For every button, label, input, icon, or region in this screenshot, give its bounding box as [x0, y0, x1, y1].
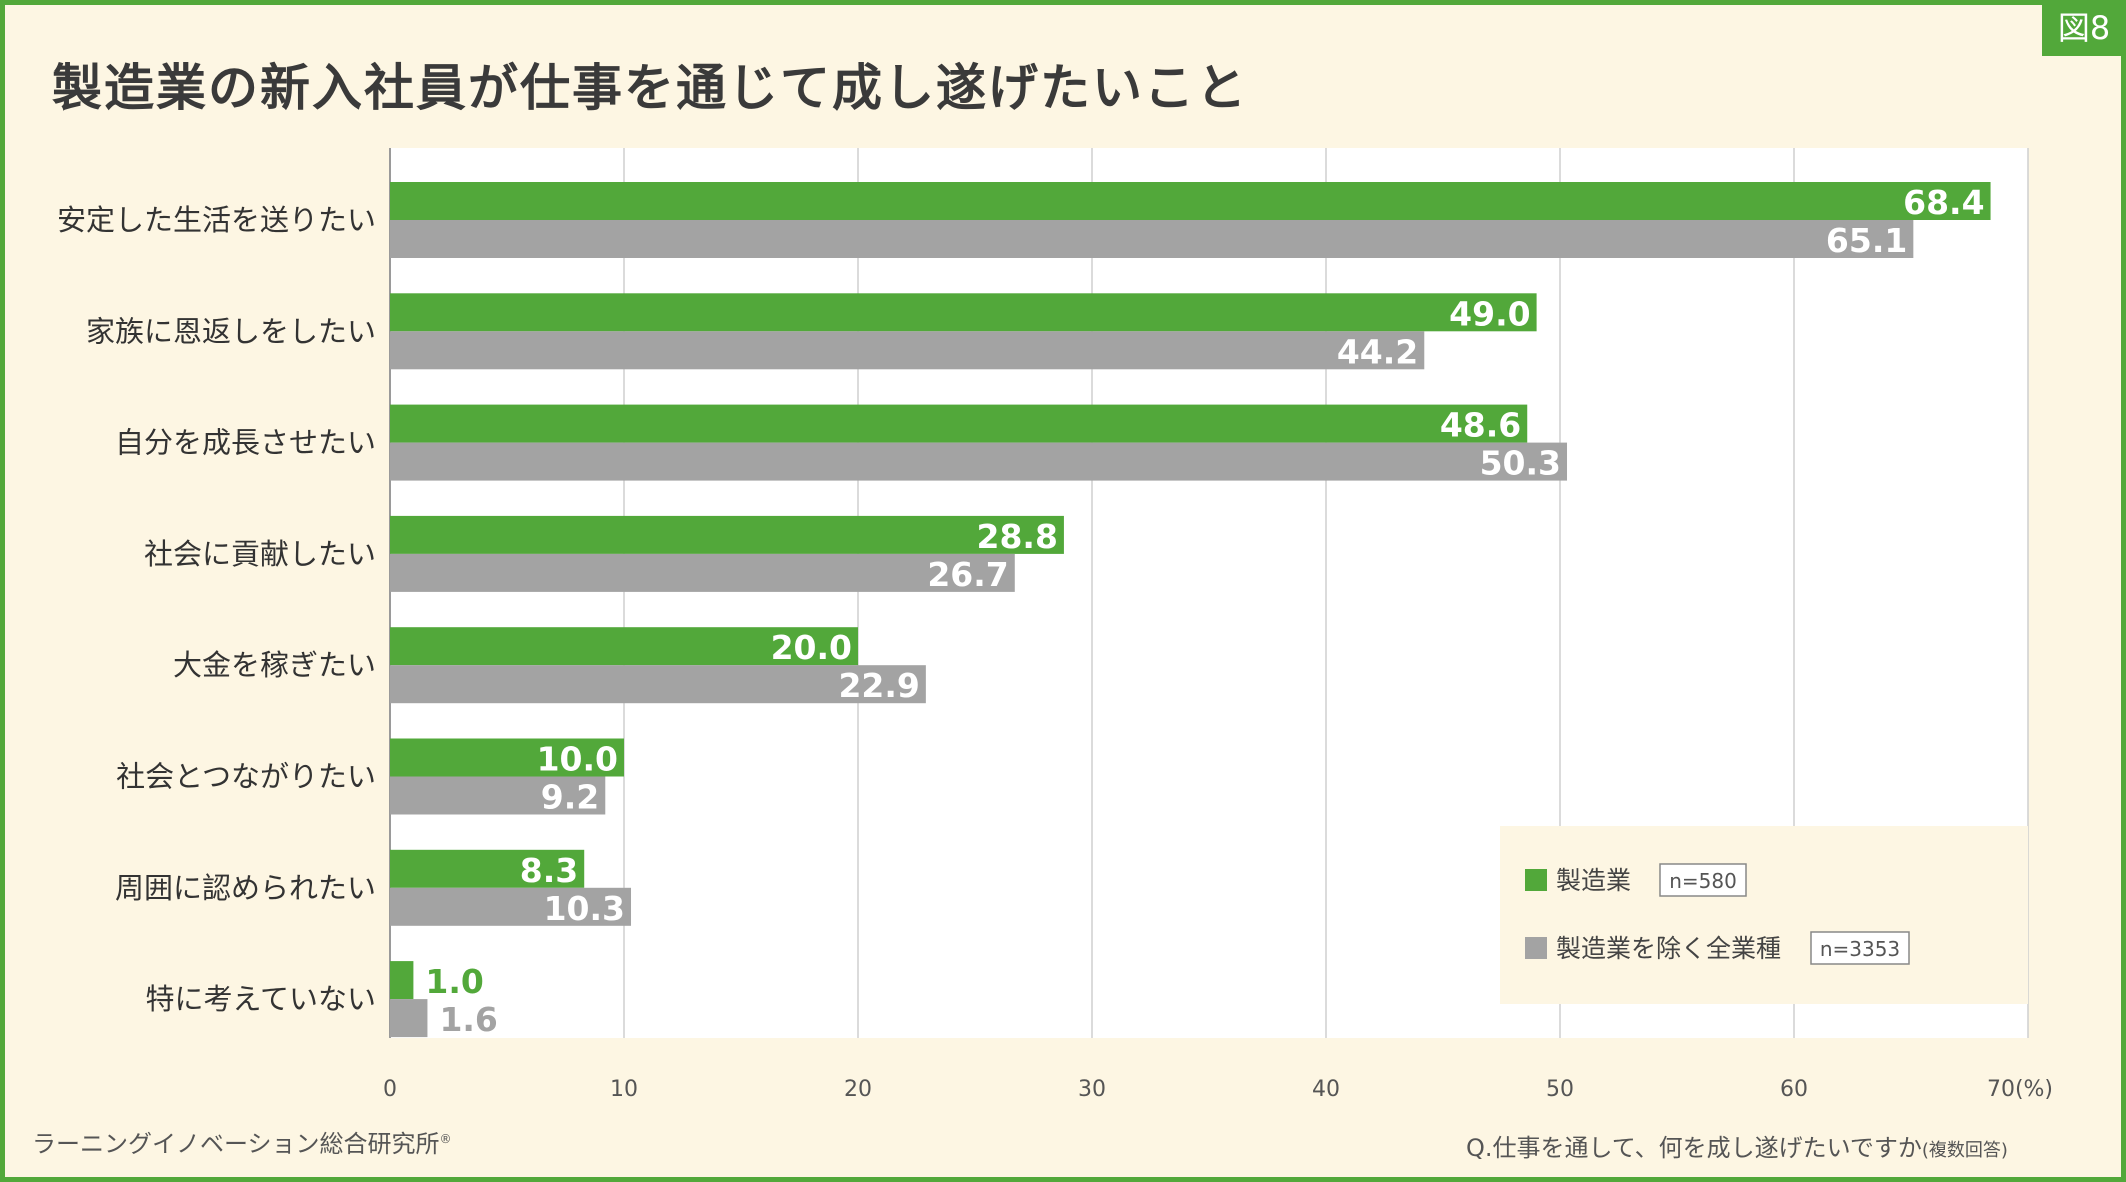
bar-manufacturing [390, 849, 585, 888]
figure-label: 図8 [2042, 0, 2126, 56]
bar-all-industries [390, 553, 1015, 592]
category-label: 社会に貢献したい [144, 537, 376, 571]
category-label: 家族に恩返しをしたい [86, 314, 376, 348]
category-label: 特に考えていない [145, 982, 376, 1016]
bar-manufacturing [390, 627, 858, 666]
bar-all-industries [390, 442, 1568, 481]
data-label: 10.0 [537, 740, 618, 779]
data-label: 9.2 [541, 778, 599, 817]
bar-manufacturing [390, 404, 1528, 443]
data-label: 48.6 [1440, 406, 1521, 445]
category-label: 社会とつながりたい [116, 760, 376, 794]
bar-manufacturing [390, 738, 624, 777]
data-label: 49.0 [1449, 294, 1530, 333]
legend-n-box [1659, 863, 1747, 897]
survey-question: Q.仕事を通して、何を成し遂げたいですか(複数回答) [1466, 1134, 2008, 1162]
bar-all-industries [390, 665, 926, 704]
x-tick-label: 60 [1780, 1077, 1808, 1102]
data-label: 1.0 [425, 962, 483, 1001]
legend-n-label: n=3353 [1820, 937, 1900, 961]
x-tick-label: 0 [383, 1077, 397, 1102]
legend-swatch [1525, 869, 1547, 891]
legend-background [1500, 826, 2028, 1004]
data-label: 50.3 [1480, 444, 1561, 483]
data-label: 22.9 [838, 666, 919, 705]
legend-swatch [1525, 937, 1547, 959]
x-tick-label: 50 [1546, 1077, 1574, 1102]
category-label: 大金を稼ぎたい [173, 648, 376, 682]
bar-manufacturing [390, 961, 414, 1000]
category-label: 自分を成長させたい [115, 426, 376, 460]
data-label: 44.2 [1337, 332, 1418, 371]
x-tick-label: 70(%) [1987, 1077, 2053, 1102]
data-label: 20.0 [771, 628, 852, 667]
question-note: (複数回答) [1921, 1140, 2008, 1161]
x-tick-label: 40 [1312, 1077, 1340, 1102]
legend-label: 製造業 [1556, 866, 1631, 895]
registered-mark: ® [439, 1132, 452, 1146]
x-tick-label: 20 [844, 1077, 872, 1102]
bar-all-industries [390, 776, 606, 815]
bar-manufacturing [390, 293, 1537, 332]
category-label: 安定した生活を送りたい [57, 203, 376, 237]
data-label: 65.1 [1826, 221, 1907, 260]
bar-all-industries [390, 999, 428, 1038]
chart-title: 製造業の新入社員が仕事を通じて成し遂げたいこと [52, 59, 1248, 117]
data-label: 26.7 [927, 555, 1008, 594]
x-tick-label: 10 [610, 1077, 638, 1102]
data-label: 68.4 [1903, 183, 1984, 222]
bar-manufacturing [390, 515, 1064, 554]
bar-all-industries [390, 331, 1425, 370]
bar-manufacturing [390, 182, 1991, 220]
bar-all-industries [390, 887, 632, 926]
legend-label: 製造業を除く全業種 [1556, 934, 1781, 963]
data-label: 28.8 [976, 517, 1057, 556]
category-label: 周囲に認められたい [115, 871, 376, 905]
data-label: 1.6 [439, 1000, 497, 1039]
legend-n-label: n=580 [1669, 869, 1737, 893]
x-tick-label: 30 [1078, 1077, 1106, 1102]
bar-all-industries [390, 220, 1914, 258]
legend-n-box [1810, 931, 1910, 965]
data-label: 10.3 [544, 889, 625, 928]
source-credit: ラーニングイノベーション総合研究所® [32, 1130, 452, 1158]
data-label: 8.3 [520, 851, 578, 890]
